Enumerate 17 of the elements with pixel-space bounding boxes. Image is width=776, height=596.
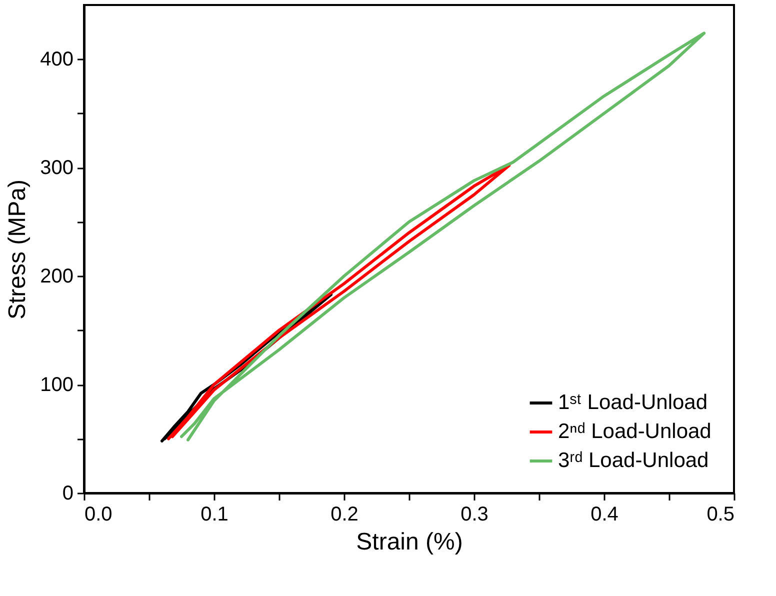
x-tick-label: 0.5 (706, 504, 734, 526)
y-axis-title: Stress (MPa) (4, 179, 32, 320)
legend-label: 2ⁿᵈ Load-Unload (558, 420, 712, 443)
x-tick-label: 0.0 (84, 504, 112, 526)
y-tick-label: 0 (62, 482, 74, 504)
y-tick-label: 100 (40, 374, 74, 396)
x-tick-label: 0.4 (590, 504, 618, 526)
x-tick-label: 0.2 (330, 504, 358, 526)
x-tick-label: 0.1 (200, 504, 228, 526)
legend-label: 3ʳᵈ Load-Unload (558, 449, 709, 472)
x-axis-title: Strain (%) (356, 528, 463, 556)
legend-label: 1ˢᵗ Load-Unload (558, 391, 708, 414)
y-tick-label: 200 (40, 266, 74, 288)
y-tick-label: 300 (40, 157, 74, 180)
x-tick-label: 0.3 (460, 504, 488, 526)
y-tick-label: 400 (40, 48, 74, 71)
line-series (167, 164, 511, 440)
